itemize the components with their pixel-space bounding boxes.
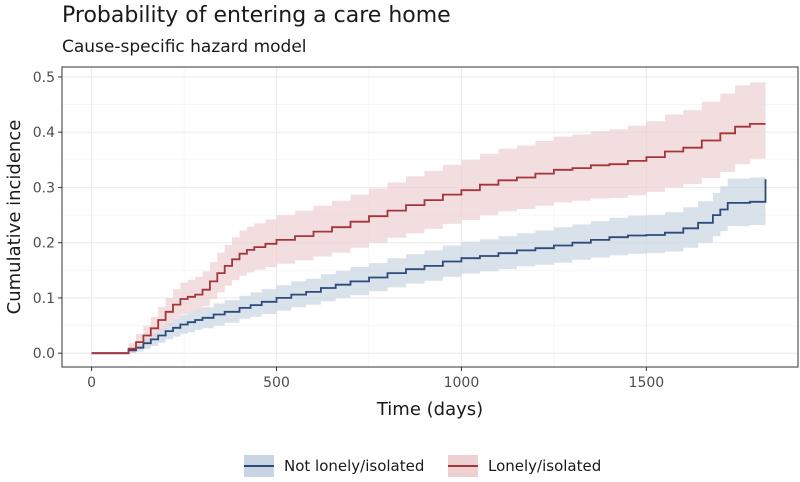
y-tick-label: 0.5 (33, 70, 55, 86)
y-tick-label: 0.2 (33, 236, 55, 252)
chart-subtitle: Cause-specific hazard model (62, 37, 307, 57)
legend-item-1: Not lonely/isolated (244, 455, 424, 477)
legend-label: Not lonely/isolated (284, 457, 424, 475)
x-axis-title: Time (days) (376, 399, 483, 420)
legend-item-2: Lonely/isolated (448, 455, 601, 477)
legend: Not lonely/isolated Lonely/isolated (244, 455, 601, 477)
x-tick-label: 1000 (444, 375, 480, 391)
series-lines (91, 123, 767, 355)
y-axis-title: Cumulative incidence (4, 120, 25, 315)
series-line-2 (91, 123, 766, 355)
y-tick-label: 0.3 (33, 180, 55, 196)
legend-label: Lonely/isolated (488, 457, 601, 475)
confidence-band-series-2 (91, 82, 766, 354)
y-tick-label: 0.4 (33, 125, 55, 141)
y-tick-label: 0.0 (33, 346, 55, 362)
y-axis: 0.0 0.1 0.2 0.3 0.4 0.5 (33, 70, 62, 362)
x-tick-label: 1500 (629, 375, 665, 391)
chart-title: Probability of entering a care home (62, 3, 451, 28)
y-tick-label: 0.1 (33, 291, 55, 307)
plot-border (61, 66, 799, 368)
confidence-band-series-1 (91, 135, 766, 354)
x-tick-label: 500 (263, 375, 290, 391)
x-tick-label: 0 (87, 375, 96, 391)
confidence-bands (91, 82, 766, 354)
series-line-1 (91, 179, 767, 355)
x-axis: 0 500 1000 1500 (87, 367, 664, 391)
